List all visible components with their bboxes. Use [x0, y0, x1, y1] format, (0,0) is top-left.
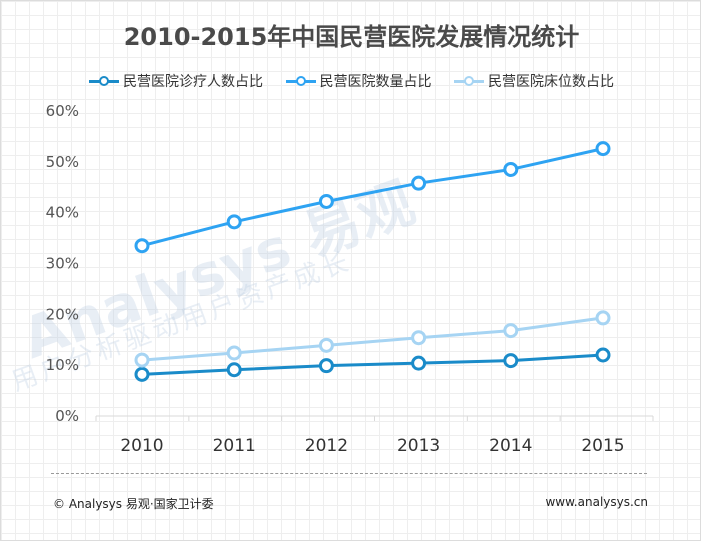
y-tick-label: 20% — [46, 305, 79, 323]
legend-swatch-visits — [89, 75, 120, 87]
data-point-2-0 — [134, 352, 150, 368]
chart-legend: 民营医院诊疗人数占比 民营医院数量占比 民营医院床位数占比 — [1, 71, 701, 91]
y-tick-label: 50% — [46, 153, 79, 171]
data-point-0-2 — [318, 358, 334, 374]
legend-label-beds: 民营医院床位数占比 — [487, 74, 614, 90]
data-point-1-1 — [226, 214, 242, 230]
data-point-2-5 — [595, 310, 611, 326]
x-tick-label: 2010 — [120, 436, 163, 456]
legend-item-count[interactable]: 民营医院数量占比 — [285, 71, 432, 91]
data-point-0-0 — [134, 366, 150, 382]
y-tick-label: 30% — [46, 255, 79, 273]
x-tick-label: 2015 — [581, 436, 624, 456]
legend-item-beds[interactable]: 民营医院床位数占比 — [453, 71, 614, 91]
data-point-0-1 — [226, 362, 242, 378]
footer-divider — [51, 473, 647, 474]
data-point-1-2 — [318, 193, 334, 209]
data-point-0-5 — [595, 347, 611, 363]
y-tick-label: 40% — [46, 204, 79, 222]
series-line-2 — [141, 316, 604, 362]
data-point-1-5 — [595, 141, 611, 157]
chart-title: 2010-2015年中国民营医院发展情况统计 — [123, 23, 580, 51]
legend-item-visits[interactable]: 民营医院诊疗人数占比 — [89, 71, 263, 91]
series-line-0 — [141, 353, 604, 376]
data-point-2-1 — [226, 345, 242, 361]
data-point-2-4 — [503, 323, 519, 339]
legend-label-visits: 民营医院诊疗人数占比 — [123, 74, 264, 90]
chart-axes: 0% 10% 20% 30% 40% 50% 60% 2010 2011 2012 2013 2014… — [46, 102, 654, 456]
data-point-1-0 — [134, 238, 150, 254]
legend-swatch-count — [285, 75, 316, 87]
data-point-2-3 — [411, 330, 427, 346]
data-point-0-3 — [411, 355, 427, 371]
legend-label-count: 民营医院数量占比 — [319, 74, 432, 90]
data-point-0-4 — [503, 353, 519, 369]
x-tick-label: 2011 — [213, 436, 256, 456]
data-point-2-2 — [318, 337, 334, 353]
x-tick-label: 2014 — [489, 436, 532, 456]
data-point-1-4 — [503, 161, 519, 177]
series-line-1 — [141, 147, 604, 248]
legend-swatch-beds — [453, 75, 484, 87]
chart-series — [134, 141, 611, 382]
data-point-1-3 — [411, 175, 427, 191]
x-tick-label: 2013 — [397, 436, 440, 456]
y-tick-label: 60% — [46, 102, 79, 120]
y-tick-label: 10% — [46, 356, 79, 374]
footer-website[interactable]: www.analysys.cn — [545, 495, 648, 509]
footer-source: © Analysys 易观·国家卫计委 — [53, 497, 214, 511]
x-tick-label: 2012 — [305, 436, 348, 456]
y-tick-label: 0% — [55, 407, 79, 425]
